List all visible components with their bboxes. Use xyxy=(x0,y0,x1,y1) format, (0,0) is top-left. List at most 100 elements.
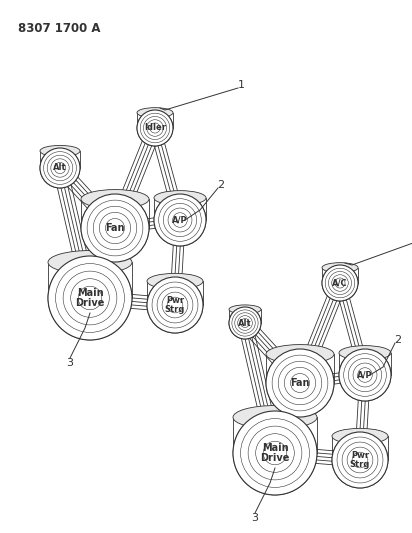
Text: Main
Drive: Main Drive xyxy=(75,288,105,309)
Ellipse shape xyxy=(354,455,365,466)
Text: Pwr
Strg: Pwr Strg xyxy=(165,296,185,314)
Ellipse shape xyxy=(337,279,344,287)
Ellipse shape xyxy=(48,256,132,340)
Ellipse shape xyxy=(322,263,358,273)
Ellipse shape xyxy=(170,209,190,230)
Ellipse shape xyxy=(159,199,201,241)
Ellipse shape xyxy=(40,148,80,188)
Ellipse shape xyxy=(48,156,72,180)
Ellipse shape xyxy=(154,194,206,246)
Ellipse shape xyxy=(65,273,115,323)
Ellipse shape xyxy=(81,194,149,262)
Ellipse shape xyxy=(147,277,203,333)
Ellipse shape xyxy=(137,108,173,118)
Ellipse shape xyxy=(56,164,64,172)
Ellipse shape xyxy=(235,313,255,333)
Ellipse shape xyxy=(81,194,149,262)
Ellipse shape xyxy=(137,110,173,146)
Ellipse shape xyxy=(329,272,351,294)
Text: 1: 1 xyxy=(237,80,244,90)
Ellipse shape xyxy=(280,362,321,403)
Ellipse shape xyxy=(147,277,203,333)
Text: Alt: Alt xyxy=(53,164,67,173)
Ellipse shape xyxy=(229,307,261,339)
Text: 8307 1700 A: 8307 1700 A xyxy=(18,22,101,35)
Ellipse shape xyxy=(232,310,258,336)
Ellipse shape xyxy=(82,289,98,306)
Text: Fan: Fan xyxy=(290,378,310,388)
Ellipse shape xyxy=(332,429,388,444)
Ellipse shape xyxy=(325,269,354,297)
Ellipse shape xyxy=(108,221,122,235)
Ellipse shape xyxy=(332,432,388,488)
Ellipse shape xyxy=(48,256,132,340)
Ellipse shape xyxy=(355,365,375,385)
Text: Main
Drive: Main Drive xyxy=(260,442,290,463)
Ellipse shape xyxy=(152,282,197,327)
Ellipse shape xyxy=(258,436,292,470)
Ellipse shape xyxy=(349,359,381,391)
Ellipse shape xyxy=(154,191,206,205)
Ellipse shape xyxy=(164,294,186,316)
Ellipse shape xyxy=(322,265,358,301)
Ellipse shape xyxy=(239,317,251,329)
Text: 2: 2 xyxy=(394,335,402,345)
Ellipse shape xyxy=(337,438,382,482)
Ellipse shape xyxy=(164,204,196,236)
Ellipse shape xyxy=(339,345,391,360)
Ellipse shape xyxy=(322,265,358,301)
Ellipse shape xyxy=(339,349,391,401)
Ellipse shape xyxy=(147,273,203,289)
Text: A/P: A/P xyxy=(357,370,373,379)
Ellipse shape xyxy=(151,124,159,132)
Text: Idler: Idler xyxy=(144,124,166,133)
Ellipse shape xyxy=(266,349,334,417)
Text: 2: 2 xyxy=(218,180,225,190)
Ellipse shape xyxy=(286,369,314,397)
Ellipse shape xyxy=(144,117,166,139)
Text: Fan: Fan xyxy=(105,223,125,233)
Text: A/P: A/P xyxy=(172,215,188,224)
Ellipse shape xyxy=(56,264,124,332)
Text: A/C: A/C xyxy=(332,279,348,287)
Ellipse shape xyxy=(73,281,107,315)
Ellipse shape xyxy=(44,152,76,184)
Ellipse shape xyxy=(40,146,80,157)
Ellipse shape xyxy=(88,201,142,255)
Ellipse shape xyxy=(333,276,347,290)
Ellipse shape xyxy=(233,411,317,495)
Ellipse shape xyxy=(266,344,334,364)
Ellipse shape xyxy=(242,320,248,326)
Text: Pwr
Strg: Pwr Strg xyxy=(350,450,370,470)
Ellipse shape xyxy=(95,207,136,248)
Ellipse shape xyxy=(266,349,334,417)
Ellipse shape xyxy=(175,215,185,225)
Ellipse shape xyxy=(169,300,180,311)
Ellipse shape xyxy=(250,428,300,478)
Ellipse shape xyxy=(343,443,377,477)
Ellipse shape xyxy=(233,406,317,429)
Text: Alt: Alt xyxy=(238,319,252,327)
Ellipse shape xyxy=(81,190,149,208)
Ellipse shape xyxy=(332,432,388,488)
Ellipse shape xyxy=(360,370,370,380)
Ellipse shape xyxy=(241,419,309,487)
Ellipse shape xyxy=(344,354,386,396)
Ellipse shape xyxy=(40,148,80,188)
Ellipse shape xyxy=(148,121,162,135)
Ellipse shape xyxy=(273,356,327,410)
Ellipse shape xyxy=(48,251,132,274)
Ellipse shape xyxy=(339,349,391,401)
Ellipse shape xyxy=(140,114,169,142)
Ellipse shape xyxy=(349,449,371,471)
Text: 3: 3 xyxy=(66,358,73,368)
Ellipse shape xyxy=(154,194,206,246)
Ellipse shape xyxy=(267,445,283,462)
Ellipse shape xyxy=(101,214,129,241)
Ellipse shape xyxy=(229,305,261,314)
Text: 3: 3 xyxy=(251,513,258,523)
Ellipse shape xyxy=(137,110,173,146)
Ellipse shape xyxy=(158,288,192,322)
Ellipse shape xyxy=(233,411,317,495)
Ellipse shape xyxy=(229,307,261,339)
